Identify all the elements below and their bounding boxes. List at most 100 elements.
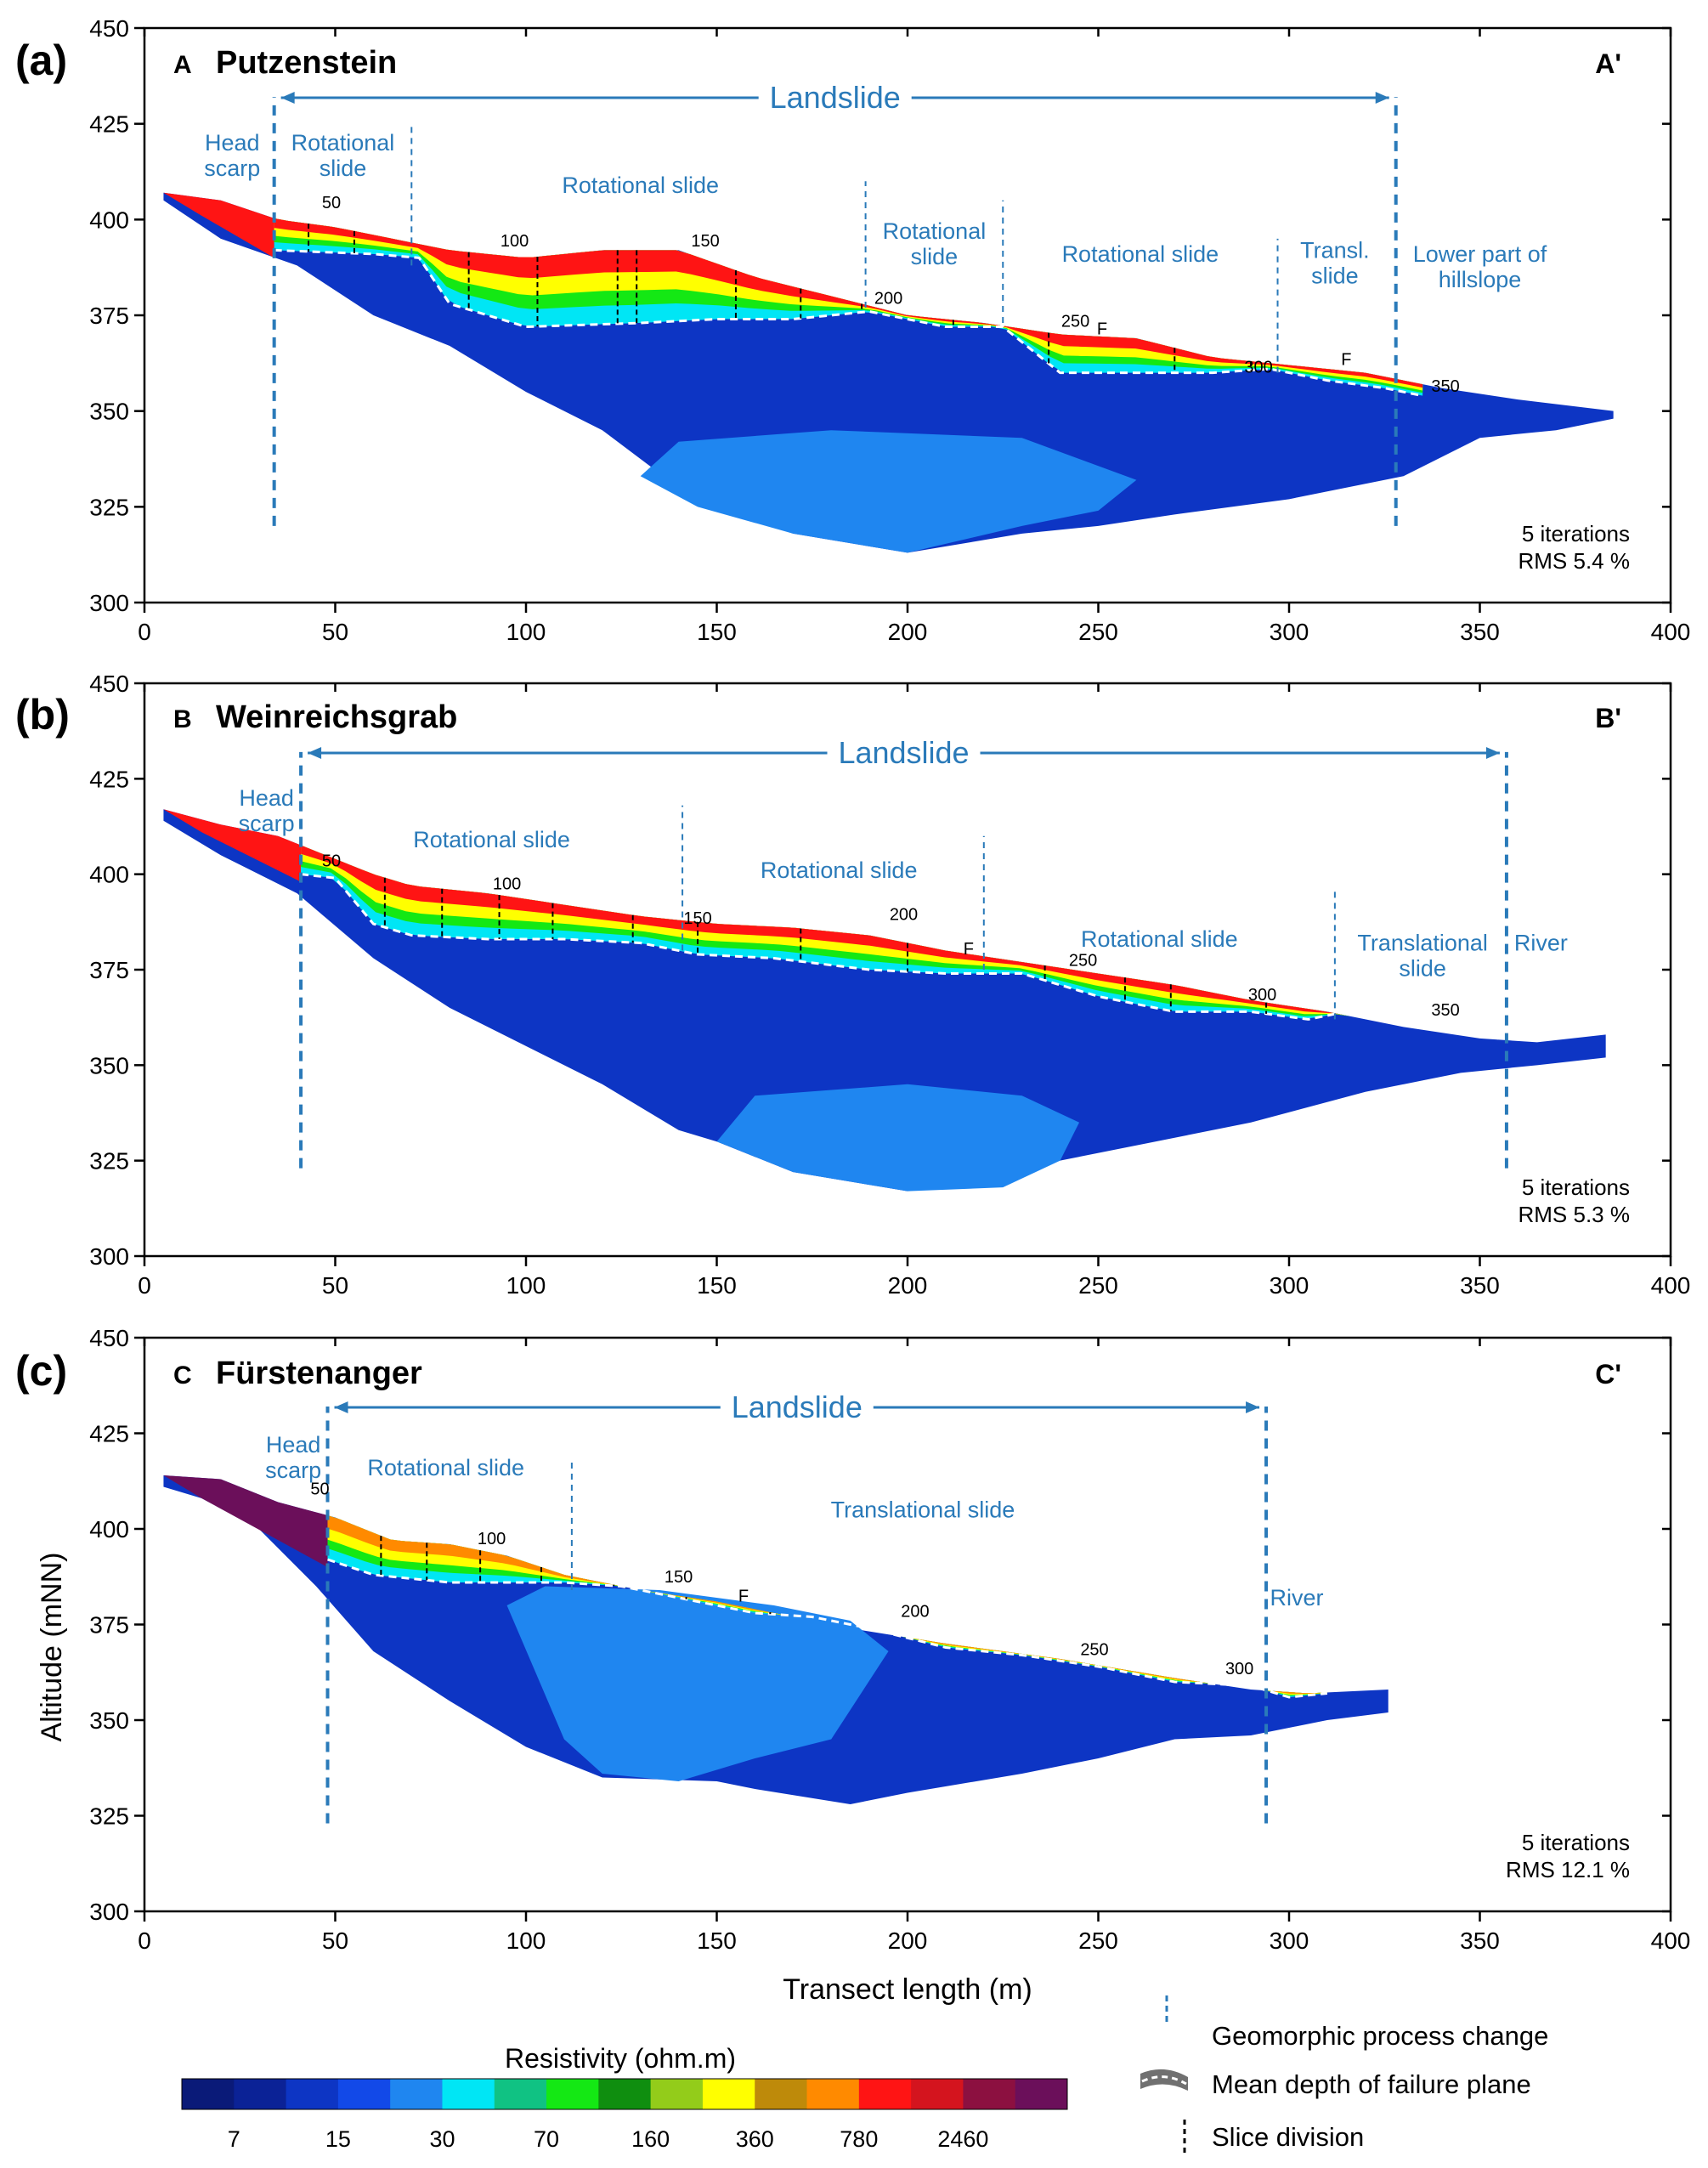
y-tick-label: 425	[89, 1421, 129, 1447]
iterations-text: 5 iterations	[1522, 1175, 1630, 1200]
surface-distance-label: F	[1097, 320, 1107, 339]
x-tick-label: 400	[1651, 1272, 1691, 1299]
y-tick-label: 325	[89, 1148, 129, 1175]
landslide-label: Landslide	[838, 735, 969, 770]
y-tick-label: 400	[89, 1516, 129, 1543]
x-tick-label: 100	[506, 1927, 546, 1954]
surface-distance-label: F	[1341, 351, 1351, 370]
y-tick-label: 325	[89, 1803, 129, 1830]
legend-tick-label: 30	[429, 2126, 455, 2152]
zone-label: slide	[911, 244, 959, 269]
legend-title: Resistivity (ohm.m)	[505, 2043, 736, 2074]
surface-distance-label: 150	[691, 232, 719, 251]
legend-color-swatch	[806, 2079, 860, 2109]
arrowhead-right-icon	[1485, 747, 1500, 759]
y-tick-label: 300	[89, 590, 129, 616]
surface-distance-label: 200	[901, 1603, 929, 1622]
x-tick-label: 50	[322, 1272, 348, 1299]
rms-text: RMS 5.3 %	[1519, 1202, 1631, 1227]
legend-symbol-slice-division: Slice division	[1183, 2120, 1364, 2154]
resistivity-legend: Resistivity (ohm.m) 7 15 30 70 160 360 780 2460…	[181, 1995, 1548, 2154]
panel-1: 0 50 100 150 200 250 300 350 400 300 325 350 375 400 4…	[15, 15, 1690, 645]
x-tick-label: 250	[1078, 619, 1118, 645]
x-tick-label: 350	[1460, 1272, 1500, 1299]
failure-plane-band-icon	[1140, 2069, 1188, 2091]
panels-group: 0 50 100 150 200 250 300 350 400 300 325 350 375 400 4…	[15, 15, 1690, 1954]
x-tick-label: 300	[1270, 1927, 1309, 1954]
x-tick-label: 150	[697, 1927, 737, 1954]
landslide-label: Landslide	[732, 1390, 862, 1424]
zone-label: Translational slide	[831, 1497, 1015, 1523]
legend-symbol-label: Slice division	[1212, 2122, 1364, 2152]
x-axis-label: Transect length (m)	[783, 1973, 1032, 2006]
legend-color-swatch	[494, 2079, 547, 2109]
zone-label: slide	[1311, 263, 1359, 288]
surface-distance-label: F	[738, 1588, 749, 1606]
x-tick-label: 50	[322, 619, 348, 645]
surface-distance-label: 150	[665, 1568, 693, 1587]
deep-resistivity-zone	[506, 1586, 889, 1781]
y-tick-label: 400	[89, 207, 129, 233]
zone-label: Head	[266, 1432, 321, 1458]
legend-color-swatch	[337, 2079, 391, 2109]
rms-text: RMS 12.1 %	[1506, 1857, 1630, 1882]
failure-plane-line	[327, 1558, 1328, 1699]
zone-label: Rotational	[883, 218, 987, 244]
surface-distance-label: 350	[1431, 377, 1459, 396]
site-name: Weinreichsgrab	[216, 699, 457, 735]
legend-tick-label: 15	[325, 2126, 351, 2152]
legend-color-swatch	[650, 2079, 704, 2109]
surface-distance-label: 250	[1069, 952, 1097, 971]
head-scarp-layer	[163, 809, 302, 882]
y-tick-label: 300	[89, 1243, 129, 1270]
zone-label: slide	[320, 156, 367, 181]
x-tick-label: 0	[138, 1272, 151, 1299]
surface-distance-label: 300	[1244, 359, 1272, 377]
zone-label: Transl.	[1300, 237, 1370, 263]
section-start-label: B	[173, 705, 192, 733]
panel-label: (c)	[15, 1347, 67, 1395]
x-tick-label: 350	[1460, 1927, 1500, 1954]
y-tick-label: 450	[89, 1325, 129, 1351]
legend-symbol-failure-plane: Mean depth of failure plane	[1140, 2069, 1531, 2099]
panel-3: 0 50 100 150 200 250 300 350 400 300 325 350 375 400 4…	[15, 1325, 1690, 1954]
y-tick-label: 375	[89, 1612, 129, 1639]
legend-color-swatch	[963, 2079, 1016, 2109]
x-tick-label: 200	[888, 619, 928, 645]
surface-distance-label: 100	[501, 232, 529, 251]
legend-color-swatch	[442, 2079, 495, 2109]
x-tick-label: 100	[506, 619, 546, 645]
surface-distance-label: 200	[874, 289, 902, 308]
zone-label: slide	[1399, 956, 1446, 982]
surface-distance-label: 300	[1225, 1660, 1253, 1678]
landslide-label: Landslide	[770, 80, 901, 115]
y-tick-label: 350	[89, 1052, 129, 1078]
legend-color-bar	[181, 2078, 1068, 2110]
zone-label: scarp	[239, 811, 295, 836]
surface-distance-label: F	[964, 940, 974, 959]
zone-label: Translational	[1357, 931, 1488, 956]
site-name: Fürstenanger	[216, 1356, 422, 1391]
surface-distance-label: 100	[493, 875, 521, 894]
zone-label: Rotational slide	[367, 1455, 524, 1480]
x-tick-label: 0	[138, 619, 151, 645]
section-start-label: C	[173, 1361, 192, 1390]
legend-color-swatch	[182, 2079, 235, 2109]
panel-label: (a)	[15, 37, 67, 84]
legend-color-swatch	[911, 2079, 964, 2109]
section-end-label: C'	[1595, 1359, 1621, 1390]
arrowhead-left-icon	[308, 747, 322, 759]
deep-resistivity-zone	[716, 1084, 1080, 1192]
zone-label: Rotational slide	[761, 858, 918, 883]
surface-resistivity-band	[301, 845, 1499, 1040]
y-tick-label: 425	[89, 111, 129, 138]
zone-label: scarp	[265, 1458, 321, 1483]
legend-tick-label: 160	[631, 2126, 670, 2152]
legend-color-swatch	[1015, 2079, 1068, 2109]
legend-color-swatch	[702, 2079, 755, 2109]
surface-distance-label: 200	[890, 906, 918, 925]
legend-symbol-label: Geomorphic process change	[1212, 2021, 1548, 2051]
surface-distance-label: 50	[322, 852, 341, 871]
zone-label: Head	[205, 130, 260, 156]
